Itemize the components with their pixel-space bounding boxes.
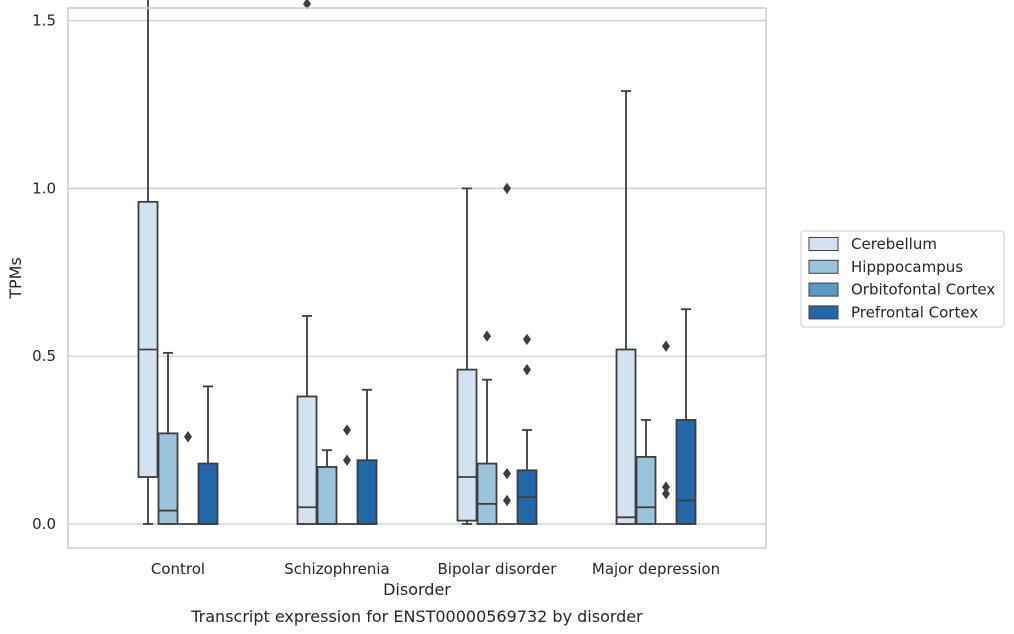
x-axis-ticks: Control Schizophrenia Bipolar disorder Majo… [151, 560, 720, 578]
box-group [316, 449, 338, 525]
x-axis-label: Disorder [383, 580, 451, 599]
box [456, 368, 478, 522]
y-tick-label: 1.0 [32, 179, 56, 197]
box-group [356, 388, 378, 525]
outlier-point [662, 481, 670, 493]
box-group [137, 0, 159, 525]
box-group [296, 0, 318, 525]
legend-swatch [808, 282, 839, 297]
box [157, 432, 179, 525]
chart-caption: Transcript expression for ENST0000056973… [190, 607, 643, 626]
outlier-point [503, 467, 511, 480]
outlier-point [303, 0, 311, 10]
x-tick-label: Schizophrenia [284, 560, 389, 578]
box-group [476, 330, 498, 525]
legend-label: Orbitofontal Cortex [851, 281, 995, 299]
outlier-point [523, 363, 531, 376]
box [635, 455, 657, 525]
legend-swatch [808, 237, 839, 251]
box-group [178, 431, 198, 525]
outlier-point [343, 424, 351, 436]
box-group [656, 340, 676, 525]
box-group [675, 308, 697, 525]
outlier-point [662, 340, 670, 352]
y-axis-label: TPMs [6, 257, 25, 300]
y-tick-label: 0.0 [32, 515, 56, 533]
box-group [337, 424, 357, 525]
box [615, 348, 637, 525]
y-tick-label: 1.5 [32, 12, 56, 30]
box-group [197, 385, 219, 525]
box [316, 466, 338, 525]
box-group [157, 351, 179, 525]
y-tick-label: 0.5 [32, 347, 56, 365]
x-tick-label: Control [151, 560, 205, 578]
outlier-point [483, 330, 491, 342]
boxes [137, 0, 697, 525]
legend-items: Cerebellum Hipppocampus Orbitofontal Corte… [808, 235, 995, 321]
legend-label: Cerebellum [851, 235, 937, 253]
outlier-point [523, 333, 531, 346]
box [197, 462, 219, 525]
legend-swatch [808, 305, 839, 320]
legend-frame [800, 230, 1005, 328]
legend-label: Prefrontal Cortex [851, 303, 978, 321]
box [675, 419, 697, 525]
box [137, 200, 159, 478]
legend: Cerebellum Hipppocampus Orbitofontal Corte… [800, 230, 1005, 328]
box-group [497, 182, 517, 525]
box-group [615, 90, 637, 525]
x-tick-label: Major depression [592, 560, 720, 578]
plot-frame [67, 7, 767, 549]
legend-swatch [808, 259, 839, 274]
outlier-point [184, 431, 192, 443]
x-tick-label: Bipolar disorder [438, 560, 558, 578]
box [476, 462, 498, 525]
outlier-point [503, 494, 511, 507]
box-group [516, 333, 538, 525]
box [356, 459, 378, 525]
box [296, 395, 318, 525]
outlier-point [662, 488, 670, 500]
legend-label: Hipppocampus [851, 258, 963, 276]
box-group [635, 419, 657, 525]
box-group [456, 187, 478, 525]
outlier-point [343, 454, 351, 466]
outlier-point [503, 182, 511, 195]
y-axis-ticks: 0.00.51.01.52.02.53.0 [32, 12, 56, 533]
